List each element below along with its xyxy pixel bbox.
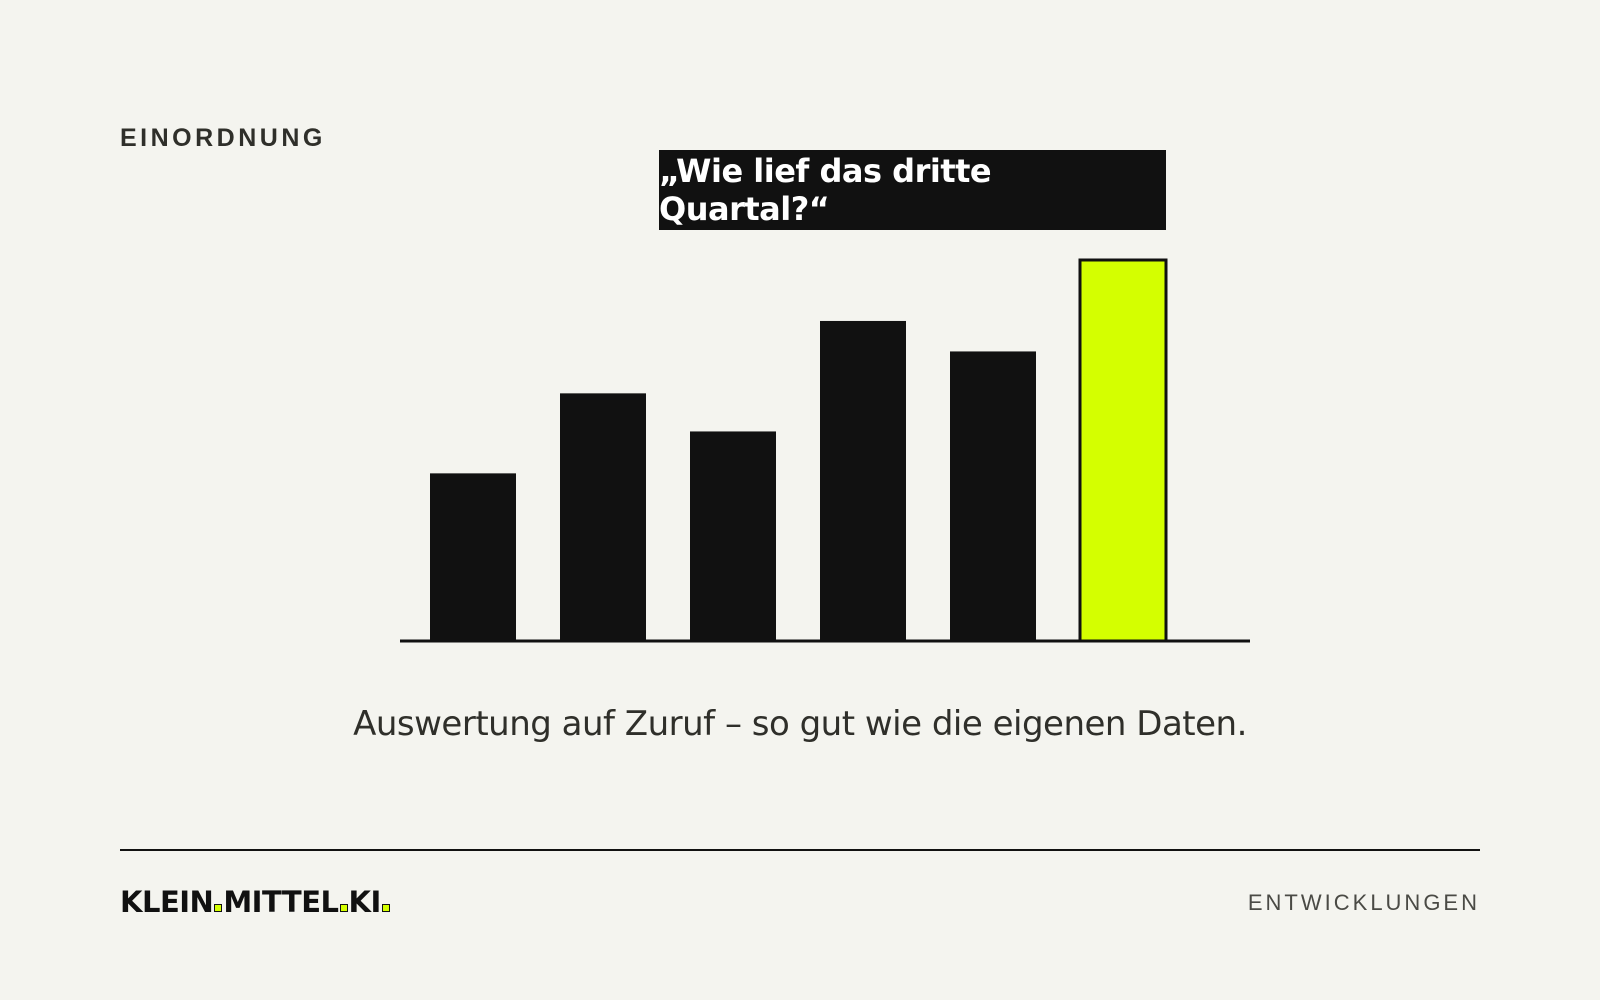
section-label: EINORDNUNG — [120, 124, 326, 152]
bar — [950, 351, 1036, 641]
logo-dot-icon — [339, 904, 348, 912]
logo-part-1: KLEIN — [120, 885, 214, 919]
logo-part-3: KI — [348, 885, 382, 919]
logo-part-2: MITTEL — [223, 885, 339, 919]
logo-dot-icon — [381, 904, 390, 912]
question-text: „Wie lief das dritte Quartal?“ — [659, 152, 992, 228]
footer-category-label: ENTWICKLUNGEN — [1247, 890, 1480, 915]
footer-divider — [120, 849, 1480, 851]
brand-logo: KLEIN MITTEL KI — [120, 885, 391, 919]
question-callout: „Wie lief das dritte Quartal?“ — [659, 150, 1166, 230]
chart-caption: Auswertung auf Zuruf – so gut wie die ei… — [353, 704, 1247, 744]
highlighted-bar — [1078, 258, 1168, 643]
bar — [430, 473, 516, 641]
logo-dot-icon — [214, 904, 223, 912]
bar — [560, 393, 646, 641]
bar — [820, 320, 906, 641]
bar — [690, 431, 776, 641]
